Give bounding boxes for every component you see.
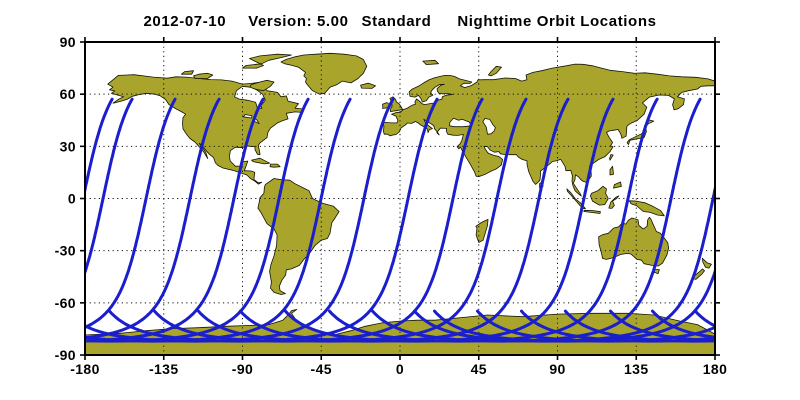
y-tick-label-90: 90	[60, 34, 76, 50]
land-cuba	[251, 157, 270, 165]
y-tick-label--90: -90	[55, 347, 76, 363]
orbit-track-14	[85, 97, 114, 197]
land-java	[583, 209, 601, 214]
land-borneo	[590, 185, 609, 206]
orbit-track-2	[85, 97, 221, 340]
land-ellesmere	[242, 53, 292, 69]
y-tick-label--60: -60	[55, 295, 76, 311]
x-tick-label-180: 180	[703, 361, 728, 377]
land-madagascar	[475, 219, 489, 243]
land-novaya_zemlya	[488, 65, 502, 77]
y-tick-label--30: -30	[55, 243, 76, 259]
orbit-track-1	[85, 97, 177, 329]
chart-title: 2012-07-10 Version: 5.00 Standard Nighttime…	[85, 13, 715, 30]
land-japan	[626, 119, 655, 145]
land-svalbard	[422, 59, 439, 65]
land-eurasia	[383, 63, 715, 197]
land-victoria_island	[193, 72, 214, 79]
title-version: Version: 5.00	[248, 13, 349, 30]
land-north_america	[107, 74, 303, 185]
water-black_sea	[449, 117, 473, 128]
world-map-water	[234, 85, 496, 135]
water-lake_superior	[243, 114, 253, 119]
land-mindanao	[613, 181, 622, 189]
land-greenland	[280, 52, 368, 95]
orbit-track-6	[693, 309, 715, 328]
axis-tick-labels: -180 -135 -90 -45 0 45 90 135 180 -90 -60 -30 0 30 60 9…	[55, 34, 728, 377]
land-sulawesi	[608, 195, 620, 209]
axes-frame	[80, 37, 720, 360]
title-subject: Nighttime Orbit Locations	[457, 13, 657, 30]
title-date: 2012-07-10	[143, 13, 227, 30]
land-new_guinea	[628, 200, 665, 217]
land-banks_island	[180, 70, 194, 75]
orbit-track-14	[413, 182, 715, 343]
x-tick-label-135: 135	[624, 361, 649, 377]
orbit-tracks	[85, 97, 715, 343]
x-tick-label--45: -45	[311, 361, 332, 377]
y-tick-label-60: 60	[60, 86, 76, 102]
land-nz_north	[702, 257, 712, 269]
water-hudson_bay	[234, 85, 266, 109]
x-tick-label-0: 0	[396, 361, 404, 377]
water-caspian_sea	[482, 118, 496, 135]
x-tick-label--135: -135	[149, 361, 179, 377]
land-hispaniola	[269, 163, 281, 168]
land-iceland	[360, 82, 376, 89]
orbit-track-13	[371, 97, 702, 343]
x-tick-label--90: -90	[232, 361, 253, 377]
land-luzon	[609, 165, 614, 176]
y-tick-label-30: 30	[60, 138, 76, 154]
x-tick-label-45: 45	[471, 361, 487, 377]
y-tick-label-0: 0	[68, 191, 76, 207]
orbit-track-5	[651, 309, 715, 339]
land-taiwan	[609, 154, 614, 161]
title-product: Standard	[361, 13, 432, 30]
x-tick-label--180: -180	[70, 361, 100, 377]
x-tick-label-90: 90	[549, 361, 565, 377]
orbit-track-0	[85, 97, 134, 277]
land-sumatra	[566, 188, 586, 209]
